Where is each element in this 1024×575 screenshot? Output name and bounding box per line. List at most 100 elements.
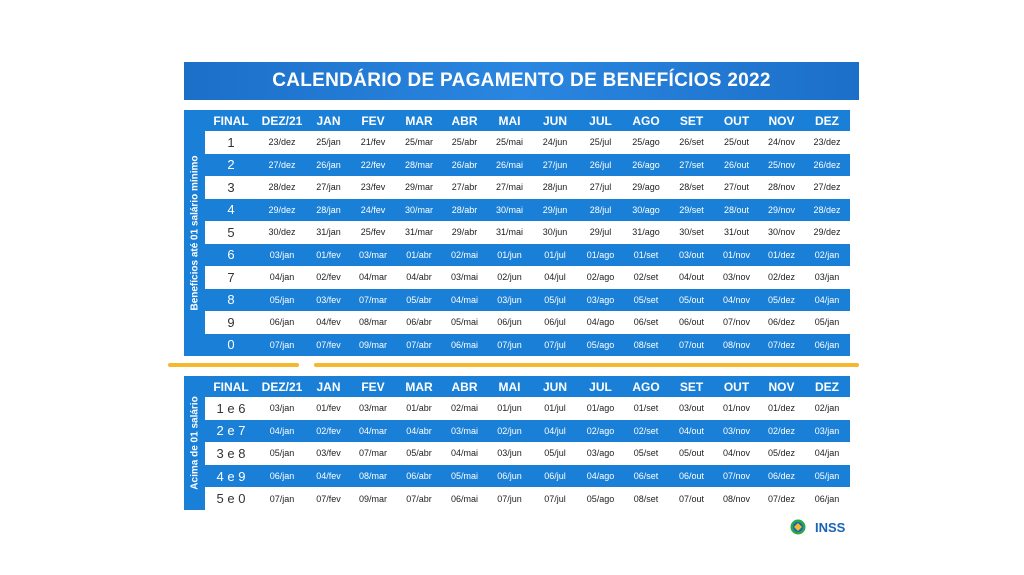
payment-date-cell: 06/jul: [532, 464, 578, 488]
payment-date-cell: 06/out: [669, 311, 714, 334]
payment-date-cell: 08/mar: [350, 464, 396, 488]
payment-date-cell: 01/nov: [714, 243, 759, 266]
payment-date-cell: 05/mai: [442, 311, 487, 334]
payment-date-cell: 05/jan: [257, 288, 307, 311]
final-digit-cell: 8: [205, 288, 257, 311]
header-row: FINAL DEZ/21 JAN FEV MAR ABR MAI JUN JUL AGO SET OU…: [205, 376, 850, 397]
payment-date-cell: 03/out: [669, 397, 714, 420]
payment-date-cell: 07/fev: [307, 487, 350, 510]
payment-date-cell: 04/jan: [804, 288, 850, 311]
payment-date-cell: 29/mar: [396, 176, 442, 199]
payment-date-cell: 04/abr: [396, 266, 442, 289]
final-digit-cell: 1: [205, 131, 257, 154]
final-digit-cell: 7: [205, 266, 257, 289]
payment-date-cell: 27/mai: [487, 176, 532, 199]
payment-date-cell: 04/nov: [714, 442, 759, 465]
section-above-minimum: Acima de 01 salário FINAL DEZ/21 JAN FEV MAR…: [184, 376, 859, 510]
final-digit-cell: 5 e 0: [205, 487, 257, 510]
payment-date-cell: 25/fev: [350, 221, 396, 244]
payment-date-cell: 02/set: [623, 419, 669, 443]
payment-date-cell: 30/nov: [759, 221, 804, 244]
payment-date-cell: 24/fev: [350, 198, 396, 221]
payment-date-cell: 06/dez: [759, 464, 804, 488]
payment-date-cell: 03/nov: [714, 266, 759, 289]
header-month: SET: [669, 376, 714, 397]
header-final: FINAL: [205, 110, 257, 131]
payment-date-cell: 06/abr: [396, 464, 442, 488]
header-month: DEZ/21: [257, 376, 307, 397]
payment-date-cell: 07/fev: [307, 333, 350, 356]
payment-date-cell: 07/jul: [532, 487, 578, 510]
payment-date-cell: 25/nov: [759, 153, 804, 176]
header-month: ABR: [442, 376, 487, 397]
logo-text: INSS: [815, 519, 846, 535]
payment-date-cell: 06/jan: [804, 333, 850, 356]
payment-date-cell: 07/jun: [487, 487, 532, 510]
header-month: JUN: [532, 376, 578, 397]
payment-date-cell: 01/abr: [396, 243, 442, 266]
table-row: 4 e 9 06/jan 04/fev 08/mar 06/abr 05/mai 06/ju…: [205, 464, 850, 488]
payment-date-cell: 25/abr: [442, 131, 487, 154]
payment-date-cell: 24/jun: [532, 131, 578, 154]
payment-date-cell: 02/ago: [578, 419, 623, 443]
payment-date-cell: 23/fev: [350, 176, 396, 199]
payment-date-cell: 22/fev: [350, 153, 396, 176]
table-row: 3 e 8 05/jan 03/fev 07/mar 05/abr 04/mai 03/ju…: [205, 442, 850, 465]
payment-date-cell: 09/mar: [350, 487, 396, 510]
final-digit-cell: 1 e 6: [205, 397, 257, 420]
section-minimum-wage: Benefícios até 01 salário mínimo FINAL DE…: [184, 110, 859, 356]
payment-date-cell: 04/out: [669, 266, 714, 289]
payment-date-cell: 01/set: [623, 243, 669, 266]
payment-date-cell: 03/ago: [578, 442, 623, 465]
payment-date-cell: 06/jan: [257, 311, 307, 334]
side-label-bar: Acima de 01 salário: [184, 376, 205, 510]
header-month: JAN: [307, 110, 350, 131]
payment-date-cell: 07/jun: [487, 333, 532, 356]
payment-date-cell: 07/jan: [257, 487, 307, 510]
payment-date-cell: 01/fev: [307, 397, 350, 420]
payment-date-cell: 30/set: [669, 221, 714, 244]
payment-date-cell: 28/dez: [804, 198, 850, 221]
payment-date-cell: 27/jun: [532, 153, 578, 176]
header-month: FEV: [350, 376, 396, 397]
payment-date-cell: 02/dez: [759, 419, 804, 443]
table-row: 0 07/jan 07/fev 09/mar 07/abr 06/mai 07/jun 07/…: [205, 333, 850, 356]
payment-date-cell: 04/mai: [442, 442, 487, 465]
payment-date-cell: 01/jun: [487, 397, 532, 420]
payment-date-cell: 04/abr: [396, 419, 442, 443]
table-row: 5 30/dez 31/jan 25/fev 31/mar 29/abr 31/mai 30/…: [205, 221, 850, 244]
header-month: NOV: [759, 376, 804, 397]
payment-date-cell: 08/nov: [714, 333, 759, 356]
payment-date-cell: 31/out: [714, 221, 759, 244]
payment-date-cell: 04/mar: [350, 419, 396, 443]
header-month: DEZ: [804, 376, 850, 397]
payment-date-cell: 03/nov: [714, 419, 759, 443]
payment-date-cell: 04/ago: [578, 464, 623, 488]
payment-date-cell: 05/jul: [532, 288, 578, 311]
payment-date-cell: 01/set: [623, 397, 669, 420]
payment-date-cell: 01/fev: [307, 243, 350, 266]
payment-date-cell: 03/jun: [487, 442, 532, 465]
payment-date-cell: 03/jan: [257, 243, 307, 266]
payment-date-cell: 28/nov: [759, 176, 804, 199]
payment-date-cell: 30/mai: [487, 198, 532, 221]
payment-date-cell: 05/dez: [759, 442, 804, 465]
header-month: NOV: [759, 110, 804, 131]
final-digit-cell: 4: [205, 198, 257, 221]
inss-logo-icon: [790, 519, 806, 535]
payment-date-cell: 03/fev: [307, 442, 350, 465]
payment-date-cell: 28/jul: [578, 198, 623, 221]
header-month: ABR: [442, 110, 487, 131]
payment-date-cell: 28/abr: [442, 198, 487, 221]
payment-date-cell: 06/set: [623, 311, 669, 334]
payment-date-cell: 08/mar: [350, 311, 396, 334]
payment-date-cell: 07/abr: [396, 487, 442, 510]
payment-date-cell: 02/mai: [442, 243, 487, 266]
payment-date-cell: 05/ago: [578, 333, 623, 356]
payment-date-cell: 26/abr: [442, 153, 487, 176]
payment-date-cell: 05/abr: [396, 442, 442, 465]
payment-date-cell: 04/nov: [714, 288, 759, 311]
payment-date-cell: 26/jul: [578, 153, 623, 176]
payment-date-cell: 05/jul: [532, 442, 578, 465]
payment-date-cell: 02/set: [623, 266, 669, 289]
